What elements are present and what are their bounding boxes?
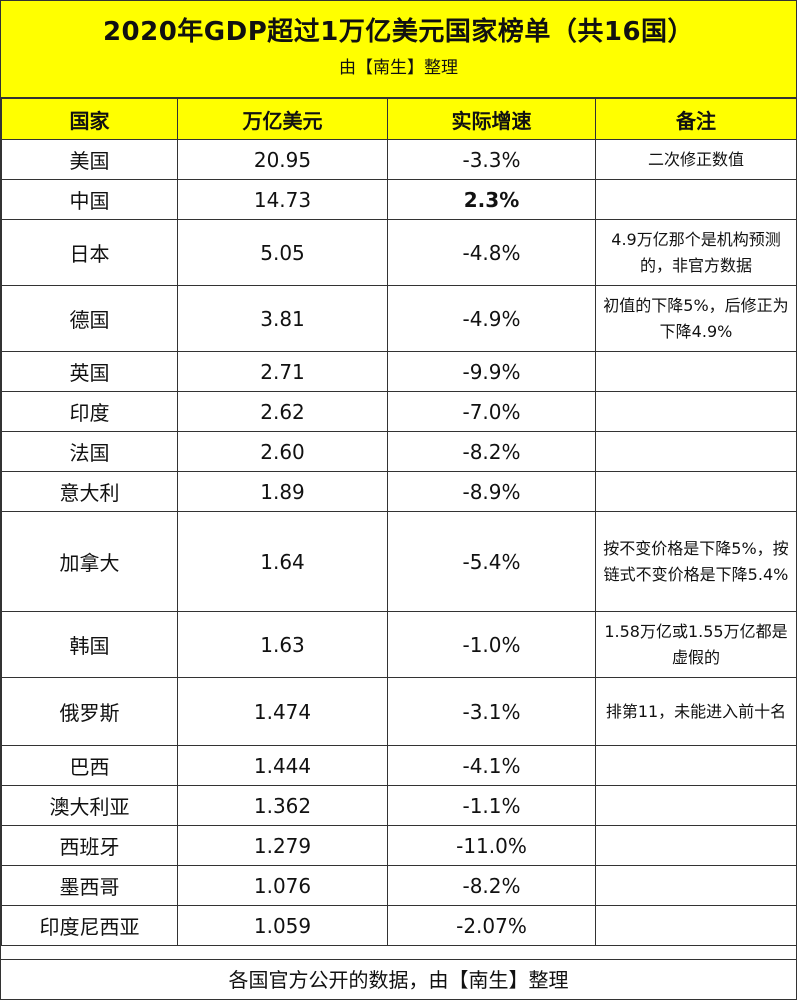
cell-country: 意大利 xyxy=(1,471,178,512)
cell-growth: -1.0% xyxy=(387,611,596,678)
cell-gdp: 1.64 xyxy=(177,511,388,612)
cell-gdp: 2.60 xyxy=(177,431,388,472)
table-row: 韩国 1.63 -1.0% 1.58万亿或1.55万亿都是虚假的 xyxy=(1,611,797,678)
table-header-row: 国家 万亿美元 实际增速 备注 xyxy=(1,98,797,140)
cell-growth: -11.0% xyxy=(387,825,596,866)
cell-growth: -3.3% xyxy=(387,139,596,180)
cell-country: 法国 xyxy=(1,431,178,472)
table-body: 美国 20.95 -3.3% 二次修正数值 中国 14.73 2.3% 日本 5.05 -4.8%… xyxy=(1,139,797,946)
table-row: 巴西 1.444 -4.1% xyxy=(1,745,797,786)
table-row: 美国 20.95 -3.3% 二次修正数值 xyxy=(1,139,797,180)
cell-growth: -4.9% xyxy=(387,285,596,352)
table-row: 德国 3.81 -4.9% 初值的下降5%，后修正为下降4.9% xyxy=(1,285,797,352)
cell-growth: -4.8% xyxy=(387,219,596,286)
cell-country: 俄罗斯 xyxy=(1,677,178,746)
cell-growth: -8.9% xyxy=(387,471,596,512)
column-header-note: 备注 xyxy=(595,98,797,140)
cell-note xyxy=(595,905,797,946)
cell-country: 巴西 xyxy=(1,745,178,786)
table-row: 加拿大 1.64 -5.4% 按不变价格是下降5%，按链式不变价格是下降5.4% xyxy=(1,511,797,612)
cell-country: 墨西哥 xyxy=(1,865,178,906)
cell-gdp: 3.81 xyxy=(177,285,388,352)
cell-note xyxy=(595,785,797,826)
cell-note: 二次修正数值 xyxy=(595,139,797,180)
cell-note xyxy=(595,431,797,472)
gdp-table: 国家 万亿美元 实际增速 备注 美国 20.95 -3.3% 二次修正数值 中国 14.7… xyxy=(1,98,797,946)
sheet-subtitle: 由【南生】整理 xyxy=(339,58,458,78)
cell-gdp: 1.076 xyxy=(177,865,388,906)
table-row: 印度 2.62 -7.0% xyxy=(1,391,797,432)
cell-gdp: 1.444 xyxy=(177,745,388,786)
sheet-footer: 各国官方公开的数据，由【南生】整理 xyxy=(1,959,796,999)
column-header-gdp: 万亿美元 xyxy=(177,98,388,140)
cell-note xyxy=(595,351,797,392)
cell-gdp: 14.73 xyxy=(177,179,388,220)
table-row: 澳大利亚 1.362 -1.1% xyxy=(1,785,797,826)
cell-gdp: 2.71 xyxy=(177,351,388,392)
sheet-header: 2020年GDP超过1万亿美元国家榜单（共16国） 由【南生】整理 xyxy=(1,1,796,98)
table-row: 中国 14.73 2.3% xyxy=(1,179,797,220)
cell-note xyxy=(595,825,797,866)
cell-note xyxy=(595,865,797,906)
sheet-title: 2020年GDP超过1万亿美元国家榜单（共16国） xyxy=(102,17,695,47)
table-row: 西班牙 1.279 -11.0% xyxy=(1,825,797,866)
cell-note: 1.58万亿或1.55万亿都是虚假的 xyxy=(595,611,797,678)
cell-country: 韩国 xyxy=(1,611,178,678)
cell-country: 日本 xyxy=(1,219,178,286)
cell-growth: -2.07% xyxy=(387,905,596,946)
column-header-country: 国家 xyxy=(1,98,178,140)
table-row: 墨西哥 1.076 -8.2% xyxy=(1,865,797,906)
cell-gdp: 1.89 xyxy=(177,471,388,512)
cell-growth: -5.4% xyxy=(387,511,596,612)
table-row: 英国 2.71 -9.9% xyxy=(1,351,797,392)
cell-country: 印度 xyxy=(1,391,178,432)
table-row: 日本 5.05 -4.8% 4.9万亿那个是机构预测的，非官方数据 xyxy=(1,219,797,286)
cell-country: 中国 xyxy=(1,179,178,220)
cell-note xyxy=(595,745,797,786)
cell-growth: -8.2% xyxy=(387,865,596,906)
cell-note: 4.9万亿那个是机构预测的，非官方数据 xyxy=(595,219,797,286)
cell-note: 排第11，未能进入前十名 xyxy=(595,677,797,746)
table-row: 俄罗斯 1.474 -3.1% 排第11，未能进入前十名 xyxy=(1,677,797,746)
cell-country: 美国 xyxy=(1,139,178,180)
cell-note xyxy=(595,391,797,432)
cell-country: 西班牙 xyxy=(1,825,178,866)
cell-note xyxy=(595,179,797,220)
cell-growth: -7.0% xyxy=(387,391,596,432)
cell-note xyxy=(595,471,797,512)
cell-gdp: 1.362 xyxy=(177,785,388,826)
cell-growth: -4.1% xyxy=(387,745,596,786)
cell-gdp: 1.279 xyxy=(177,825,388,866)
table-row: 法国 2.60 -8.2% xyxy=(1,431,797,472)
cell-country: 英国 xyxy=(1,351,178,392)
table-row: 印度尼西亚 1.059 -2.07% xyxy=(1,905,797,946)
cell-gdp: 1.474 xyxy=(177,677,388,746)
cell-growth: -9.9% xyxy=(387,351,596,392)
cell-growth: -8.2% xyxy=(387,431,596,472)
cell-country: 加拿大 xyxy=(1,511,178,612)
cell-gdp: 1.63 xyxy=(177,611,388,678)
cell-growth: 2.3% xyxy=(387,179,596,220)
cell-gdp: 5.05 xyxy=(177,219,388,286)
cell-note: 初值的下降5%，后修正为下降4.9% xyxy=(595,285,797,352)
cell-country: 德国 xyxy=(1,285,178,352)
table-row: 意大利 1.89 -8.9% xyxy=(1,471,797,512)
cell-gdp: 1.059 xyxy=(177,905,388,946)
cell-country: 澳大利亚 xyxy=(1,785,178,826)
cell-note: 按不变价格是下降5%，按链式不变价格是下降5.4% xyxy=(595,511,797,612)
cell-growth: -3.1% xyxy=(387,677,596,746)
cell-country: 印度尼西亚 xyxy=(1,905,178,946)
cell-gdp: 20.95 xyxy=(177,139,388,180)
column-header-growth: 实际增速 xyxy=(387,98,596,140)
cell-growth: -1.1% xyxy=(387,785,596,826)
cell-gdp: 2.62 xyxy=(177,391,388,432)
